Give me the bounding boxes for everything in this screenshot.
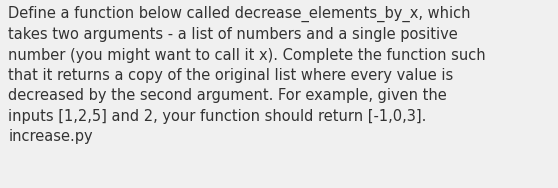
Text: Define a function below called decrease_elements_by_x, which
takes two arguments: Define a function below called decrease_…	[8, 6, 486, 144]
